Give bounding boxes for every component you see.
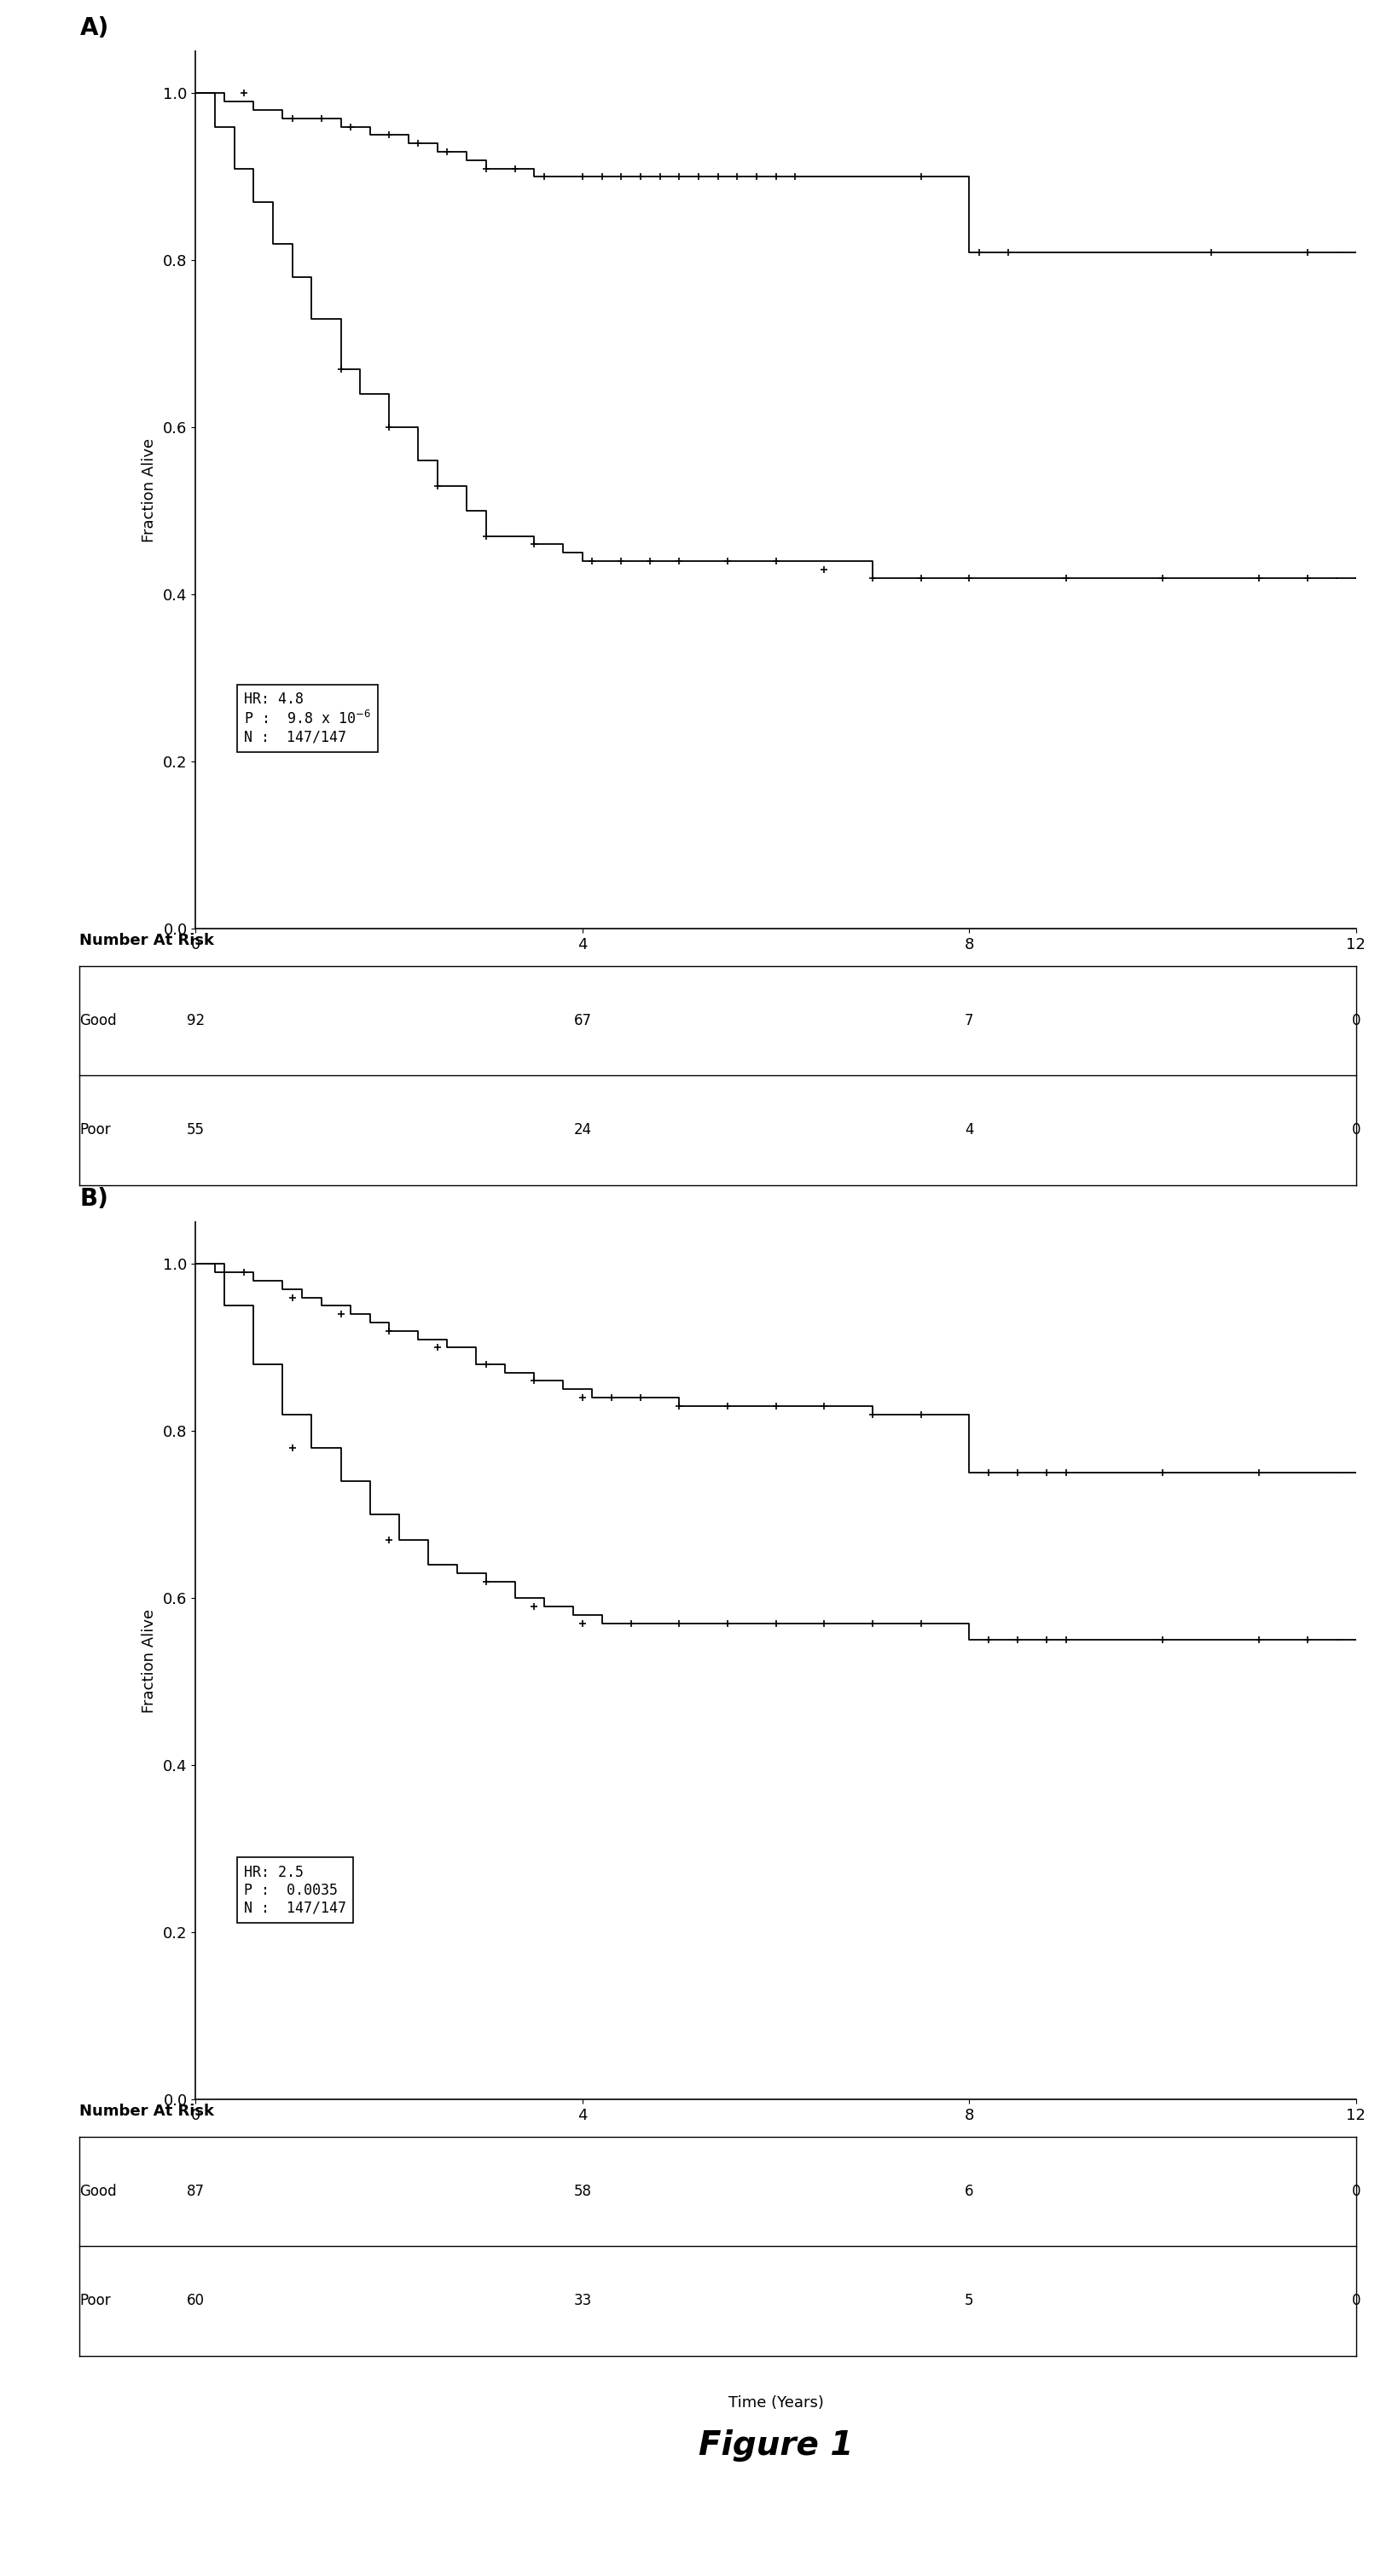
Text: 67: 67	[573, 1012, 591, 1028]
Text: Poor: Poor	[80, 2293, 110, 2308]
Text: 24: 24	[573, 1123, 591, 1139]
Text: 6: 6	[965, 2184, 974, 2200]
Text: HR: 4.8
P :  9.8 x 10$^{-6}$
N :  147/147: HR: 4.8 P : 9.8 x 10$^{-6}$ N : 147/147	[245, 693, 370, 744]
Text: A): A)	[80, 15, 109, 41]
Text: 7: 7	[965, 1012, 974, 1028]
Text: Time (Years): Time (Years)	[728, 1224, 823, 1239]
Text: 4: 4	[965, 1123, 974, 1139]
Text: 0: 0	[1352, 2184, 1360, 2200]
Y-axis label: Fraction Alive: Fraction Alive	[141, 1607, 157, 1713]
Text: 0: 0	[1352, 1012, 1360, 1028]
Text: HR: 2.5
P :  0.0035
N :  147/147: HR: 2.5 P : 0.0035 N : 147/147	[245, 1865, 347, 1917]
Y-axis label: Fraction Alive: Fraction Alive	[141, 438, 157, 541]
Text: Poor: Poor	[80, 1123, 110, 1139]
Text: Number At Risk: Number At Risk	[80, 933, 214, 948]
Text: 0: 0	[1352, 2293, 1360, 2308]
Text: 0: 0	[1352, 1123, 1360, 1139]
Text: 5: 5	[965, 2293, 974, 2308]
Text: Good: Good	[80, 2184, 117, 2200]
Text: B): B)	[80, 1188, 109, 1211]
Text: Figure 1: Figure 1	[699, 2429, 853, 2463]
Text: 87: 87	[187, 2184, 204, 2200]
Text: 33: 33	[573, 2293, 591, 2308]
Text: 60: 60	[187, 2293, 204, 2308]
Text: Number At Risk: Number At Risk	[80, 2105, 214, 2120]
Text: 92: 92	[187, 1012, 204, 1028]
Text: Good: Good	[80, 1012, 117, 1028]
Text: 55: 55	[187, 1123, 204, 1139]
Text: 58: 58	[573, 2184, 591, 2200]
Text: Time (Years): Time (Years)	[728, 2396, 823, 2411]
